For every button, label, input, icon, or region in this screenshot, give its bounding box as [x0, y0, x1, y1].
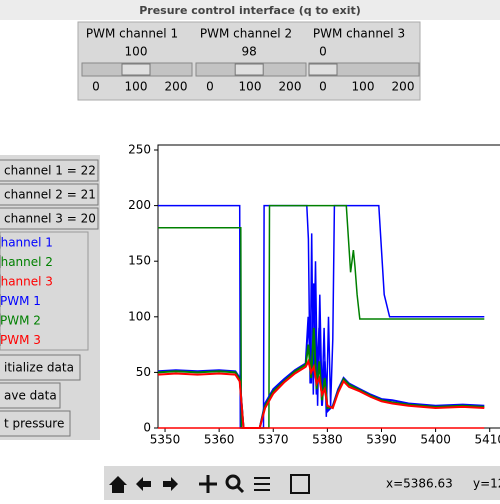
toggle-label: PWM 3 [0, 333, 41, 347]
readout: channel 2 = 21 [4, 188, 96, 202]
config-icon[interactable] [254, 477, 270, 491]
slider-tick: 200 [165, 80, 188, 94]
slider-label: PWM channel 3 [313, 27, 405, 41]
slider-tick: 0 [92, 80, 100, 94]
back-icon[interactable] [136, 477, 151, 491]
forward-icon[interactable] [163, 477, 178, 491]
slider-value: 100 [125, 45, 148, 59]
x-tick-label: 5380 [312, 433, 343, 447]
slider-tick: 0 [319, 80, 327, 94]
y-tick-label: 250 [128, 143, 151, 157]
slider-tick: 200 [392, 80, 415, 94]
slider-thumb[interactable] [308, 63, 338, 76]
button-label: t pressure [4, 417, 64, 431]
y-tick-label: 0 [143, 421, 151, 435]
zoom-handle [235, 484, 245, 494]
slider-thumb[interactable] [234, 63, 264, 76]
x-tick-label: 5350 [150, 433, 181, 447]
status-x: x=5386.63 [386, 477, 453, 491]
save-icon[interactable] [290, 474, 310, 494]
readout-button[interactable] [0, 183, 99, 206]
readout: channel 1 = 22 [4, 164, 96, 178]
slider-value: 0 [319, 45, 327, 59]
toggle-label: channel 3 [0, 275, 53, 289]
x-tick-label: 5410 [474, 433, 500, 447]
slider-tick: 100 [125, 80, 148, 94]
toggle-label: channel 1 [0, 236, 53, 250]
x-tick-label: 5360 [204, 433, 235, 447]
readout: channel 3 = 20 [4, 212, 96, 226]
title-bar [0, 0, 500, 20]
slider-thumb[interactable] [121, 63, 151, 76]
y-tick-label: 100 [128, 309, 151, 323]
toggle-box [0, 231, 89, 351]
toggle-label: PWM 1 [0, 294, 41, 308]
slider-tick: 100 [239, 80, 262, 94]
x-tick-label: 5390 [366, 433, 397, 447]
status-y: y=12 [473, 477, 500, 491]
toolbar-icons[interactable] [109, 474, 310, 494]
button-label: itialize data [4, 361, 74, 375]
button[interactable] [0, 354, 81, 381]
slider-value: 98 [242, 45, 257, 59]
button[interactable] [0, 410, 71, 437]
slider-tick: 200 [279, 80, 302, 94]
slider-tick: 100 [352, 80, 375, 94]
button-label: ave data [4, 389, 57, 403]
zoom-icon[interactable] [225, 474, 241, 490]
window-title: Presure control interface (q to exit) [139, 4, 361, 17]
slider-tick: 0 [206, 80, 214, 94]
pan-icon[interactable] [199, 475, 217, 493]
x-tick-label: 5400 [420, 433, 451, 447]
home-icon[interactable] [109, 476, 127, 493]
plot-area [157, 144, 500, 429]
readout-button[interactable] [0, 159, 99, 182]
y-tick-label: 200 [128, 198, 151, 212]
y-tick-label: 150 [128, 254, 151, 268]
toggle-label: channel 2 [0, 255, 53, 269]
x-tick-label: 5370 [258, 433, 289, 447]
y-tick-label: 50 [136, 365, 151, 379]
readout-button[interactable] [0, 207, 99, 230]
slider-label: PWM channel 1 [86, 27, 178, 41]
toggle-label: PWM 2 [0, 314, 41, 328]
series-line [158, 358, 485, 429]
button[interactable] [0, 382, 61, 409]
slider-panel [77, 21, 421, 101]
slider-label: PWM channel 2 [200, 27, 292, 41]
